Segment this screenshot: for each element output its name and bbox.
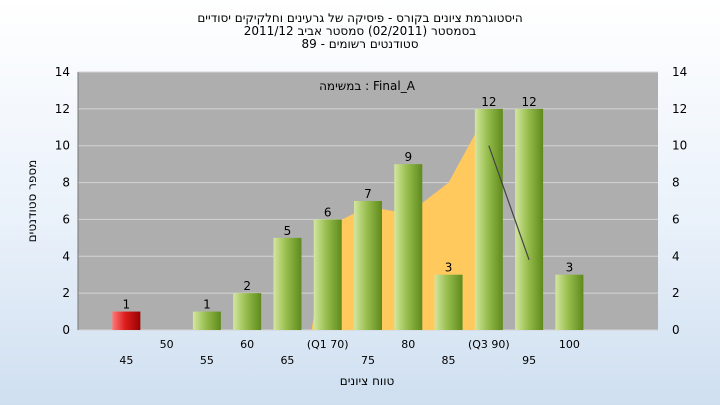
bar-value-label: 1 bbox=[123, 298, 131, 312]
task-annotation: במשימה : Final_A bbox=[319, 79, 416, 93]
x-tick-label: 55 bbox=[200, 354, 214, 367]
y-tick-label-left: 8 bbox=[62, 176, 70, 190]
bar-value-label: 2 bbox=[243, 279, 251, 293]
bar-value-label: 5 bbox=[284, 224, 292, 238]
y-tick-label-right: 0 bbox=[672, 323, 680, 337]
x-tick-label: (Q3 90) bbox=[468, 338, 510, 351]
bar-value-label: 7 bbox=[364, 187, 372, 201]
y-tick-label-left: 10 bbox=[55, 139, 70, 153]
bar-75 bbox=[354, 201, 382, 330]
x-tick-label: 65 bbox=[280, 354, 294, 367]
y-tick-label-right: 4 bbox=[672, 249, 680, 263]
bars bbox=[112, 108, 584, 330]
x-tick-label: 80 bbox=[401, 338, 415, 351]
bar-value-label: 6 bbox=[324, 205, 332, 219]
x-tick-label: 75 bbox=[361, 354, 375, 367]
title-line-3: סטודנטים רשומים - 89 bbox=[301, 37, 418, 51]
bar-value-label: 3 bbox=[445, 261, 453, 275]
y-tick-label-right: 8 bbox=[672, 176, 680, 190]
x-tick-label: 50 bbox=[160, 338, 174, 351]
y-tick-label-left: 2 bbox=[62, 286, 70, 300]
y-tick-label-left: 14 bbox=[55, 65, 70, 79]
x-axis-label: טווח ציונים bbox=[340, 374, 395, 388]
title-line-1: היסטוגרמת ציונים בקורס - פיסיקה של גרעינ… bbox=[197, 11, 522, 25]
x-axis: 45 50 55 60 65 (Q1 70) 75 80 85 (Q3 90) 95 100 bbox=[119, 338, 580, 367]
y-tick-label-right: 10 bbox=[672, 139, 687, 153]
x-tick-label: (Q1 70) bbox=[307, 338, 349, 351]
bar-95 bbox=[515, 108, 544, 330]
bar-value-label: 12 bbox=[481, 95, 496, 109]
y-tick-label-right: 14 bbox=[672, 65, 687, 79]
bar-100 bbox=[555, 274, 584, 330]
bar-value-label: 12 bbox=[521, 95, 536, 109]
y-tick-label-right: 12 bbox=[672, 102, 687, 116]
bar-value-label: 1 bbox=[203, 298, 211, 312]
bar-65 bbox=[273, 237, 302, 330]
x-tick-label: 100 bbox=[559, 338, 580, 351]
bar-45 bbox=[112, 311, 141, 330]
bar-55 bbox=[192, 311, 221, 330]
title-line-2: בסמסטר (02/2011) סמסטר אביב 2011/12 bbox=[244, 24, 476, 38]
bar-90 bbox=[474, 108, 503, 330]
y-tick-label-left: 6 bbox=[62, 212, 70, 226]
line-series bbox=[488, 145, 530, 261]
y-tick-label-right: 6 bbox=[672, 212, 680, 226]
bar-80 bbox=[394, 164, 423, 330]
chart-title: היסטוגרמת ציונים בקורס - פיסיקה של גרעינ… bbox=[197, 11, 522, 51]
line-shape bbox=[488, 145, 530, 261]
y-tick-label-left: 12 bbox=[55, 102, 70, 116]
y-tick-label-left: 0 bbox=[62, 323, 70, 337]
bar-85 bbox=[434, 274, 463, 330]
bar-value-label: 3 bbox=[566, 261, 574, 275]
bar-value-label: 9 bbox=[404, 150, 412, 164]
y-axis-left: 0 2 4 6 8 10 12 14 bbox=[55, 65, 70, 337]
y-axis-right: 0 2 4 6 8 10 12 14 bbox=[672, 65, 687, 337]
x-tick-label: 60 bbox=[240, 338, 254, 351]
x-tick-label: 45 bbox=[119, 354, 133, 367]
y-tick-label-left: 4 bbox=[62, 249, 70, 263]
y-axis-label: מספר סטודנטים bbox=[25, 160, 39, 243]
x-tick-label: 95 bbox=[522, 354, 536, 367]
bar-60 bbox=[233, 293, 262, 330]
bar-70 bbox=[313, 219, 342, 330]
x-tick-label: 85 bbox=[442, 354, 456, 367]
y-tick-label-right: 2 bbox=[672, 286, 680, 300]
